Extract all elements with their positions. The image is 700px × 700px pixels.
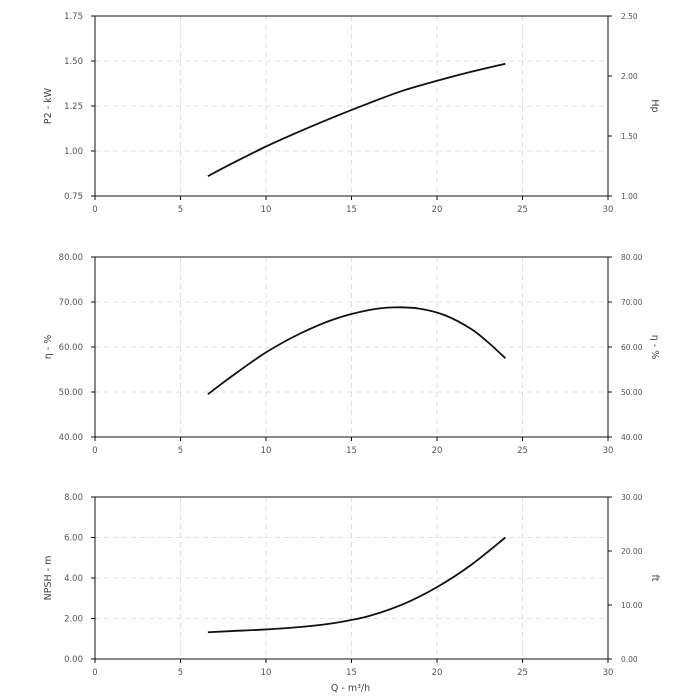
power-x-tick-label: 20 [432, 205, 443, 215]
npsh-y-axis-label: NPSH - m [43, 556, 54, 601]
power-y2-tick-label: 2.00 [621, 72, 638, 81]
npsh-x-tick-label: 5 [178, 668, 183, 678]
npsh-y2-tick-label: 30.00 [621, 493, 643, 502]
efficiency-y-tick-label: 60.00 [59, 343, 83, 353]
npsh-x-tick-label: 25 [517, 668, 528, 678]
efficiency-y-tick-label: 80.00 [59, 253, 83, 263]
efficiency-y2-tick-label: 70.00 [621, 298, 643, 307]
power-x-tick-label: 30 [603, 205, 614, 215]
npsh-y-tick-label: 6.00 [64, 534, 83, 544]
power-y-tick-label: 1.00 [64, 147, 83, 157]
npsh-x-tick-label: 0 [92, 668, 97, 678]
power-y-axis-label: P2 - kW [43, 87, 54, 124]
efficiency-y2-tick-label: 60.00 [621, 343, 643, 352]
power-y-tick-label: 1.25 [64, 102, 83, 112]
npsh-y-tick-label: 8.00 [64, 493, 83, 503]
power-y-tick-label: 0.75 [64, 192, 83, 202]
npsh-x-tick-label: 15 [346, 668, 357, 678]
power-curve-line [207, 62, 506, 177]
power-y-tick-label: 1.50 [64, 57, 83, 67]
power-x-tick-label: 15 [346, 205, 357, 215]
efficiency-x-tick-label: 15 [346, 446, 357, 456]
efficiency-y2-tick-label: 80.00 [621, 253, 643, 262]
efficiency-x-tick-label: 30 [603, 446, 614, 456]
efficiency-x-tick-label: 5 [178, 446, 183, 456]
power-x-tick-label: 10 [261, 205, 272, 215]
npsh-x-tick-label: 30 [603, 668, 614, 678]
efficiency-x-tick-label: 10 [261, 446, 272, 456]
power-y2-axis-label: Hp [649, 99, 660, 112]
power-y2-tick-label: 1.00 [621, 192, 638, 201]
npsh-x-tick-label: 20 [432, 668, 443, 678]
npsh-y2-tick-label: 20.00 [621, 547, 643, 556]
efficiency-curve-line [207, 306, 507, 395]
efficiency-y-tick-label: 40.00 [59, 433, 83, 443]
power-x-tick-label: 5 [178, 205, 183, 215]
npsh-chart: 0 5 10 15 20 25 30 0.00 2.00 4.00 6.00 8.00 0.00 10.0… [43, 493, 660, 694]
power-chart: 0 5 10 15 20 25 30 0.75 1.00 1.25 1.50 1.75 1.00 1.50… [43, 12, 660, 215]
efficiency-x-tick-label: 25 [517, 446, 528, 456]
npsh-y-tick-label: 4.00 [64, 574, 83, 584]
npsh-y2-tick-label: 0.00 [621, 655, 638, 664]
npsh-y2-axis-label: ft [649, 575, 660, 582]
npsh-y-tick-label: 0.00 [64, 655, 83, 665]
efficiency-y2-tick-label: 50.00 [621, 388, 643, 397]
efficiency-y2-axis-label: η - % [649, 335, 660, 360]
efficiency-chart: 0 5 10 15 20 25 30 40.00 50.00 60.00 70.00 80.00 40.… [43, 253, 660, 456]
power-y-tick-label: 1.75 [64, 12, 83, 22]
efficiency-y2-tick-label: 40.00 [621, 433, 643, 442]
power-x-tick-label: 25 [517, 205, 528, 215]
efficiency-y-tick-label: 70.00 [59, 298, 83, 308]
efficiency-y-axis-label: η - % [43, 335, 54, 360]
efficiency-x-tick-label: 20 [432, 446, 443, 456]
power-y2-tick-label: 1.50 [621, 132, 638, 141]
npsh-y-tick-label: 2.00 [64, 615, 83, 625]
npsh-curve-line [207, 536, 506, 634]
efficiency-y-tick-label: 50.00 [59, 388, 83, 398]
npsh-x-tick-label: 10 [261, 668, 272, 678]
efficiency-x-tick-label: 0 [92, 446, 97, 456]
power-x-tick-label: 0 [92, 205, 97, 215]
npsh-x-axis-label: Q - m³/h [331, 683, 370, 694]
npsh-y2-tick-label: 10.00 [621, 601, 643, 610]
power-y2-tick-label: 2.50 [621, 12, 638, 21]
